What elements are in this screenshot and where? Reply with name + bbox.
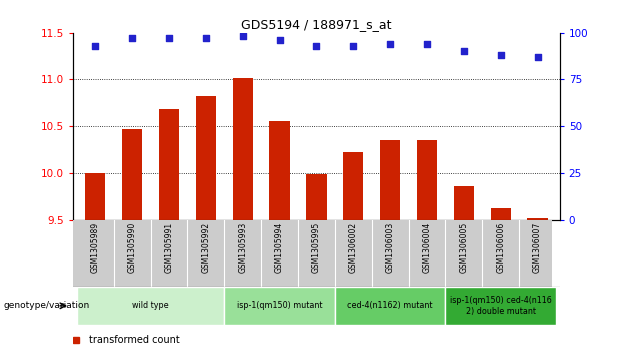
Point: [385, 41, 395, 47]
Bar: [343, 152, 363, 220]
Point: [201, 35, 211, 41]
Point: [238, 33, 248, 39]
Text: GSM1306007: GSM1306007: [533, 222, 542, 273]
Title: GDS5194 / 188971_s_at: GDS5194 / 188971_s_at: [241, 19, 392, 32]
Bar: [159, 109, 179, 220]
Text: GSM1305994: GSM1305994: [275, 222, 284, 273]
Text: GSM1306003: GSM1306003: [385, 222, 394, 273]
Bar: [445, 287, 556, 325]
Bar: [380, 140, 400, 220]
Text: GSM1305991: GSM1305991: [165, 222, 174, 273]
Bar: [122, 129, 142, 220]
Point: [164, 35, 174, 41]
Bar: [527, 218, 548, 220]
Bar: [77, 287, 225, 325]
Bar: [417, 140, 437, 220]
Text: isp-1(qm150) ced-4(n116
2) double mutant: isp-1(qm150) ced-4(n116 2) double mutant: [450, 296, 551, 315]
Point: [422, 41, 432, 47]
Point: [312, 43, 321, 49]
Point: [90, 43, 100, 49]
Text: GSM1305995: GSM1305995: [312, 222, 321, 273]
Bar: [225, 287, 335, 325]
Point: [495, 52, 506, 58]
Bar: [307, 174, 326, 220]
Bar: [233, 78, 253, 220]
Text: transformed count: transformed count: [88, 335, 179, 345]
Bar: [196, 96, 216, 220]
Bar: [490, 208, 511, 220]
Text: ced-4(n1162) mutant: ced-4(n1162) mutant: [347, 301, 433, 310]
Text: GSM1306005: GSM1306005: [459, 222, 468, 273]
Point: [532, 54, 543, 60]
Text: isp-1(qm150) mutant: isp-1(qm150) mutant: [237, 301, 322, 310]
Text: GSM1306004: GSM1306004: [422, 222, 431, 273]
Text: GSM1305990: GSM1305990: [128, 222, 137, 273]
Bar: [85, 173, 106, 220]
Bar: [270, 121, 289, 220]
Text: GSM1305993: GSM1305993: [238, 222, 247, 273]
Point: [275, 37, 285, 43]
Text: GSM1305989: GSM1305989: [91, 222, 100, 273]
Text: GSM1305992: GSM1305992: [202, 222, 211, 273]
Text: GSM1306002: GSM1306002: [349, 222, 358, 273]
Point: [459, 49, 469, 54]
Text: GSM1306006: GSM1306006: [496, 222, 505, 273]
Point: [348, 43, 358, 49]
Bar: [453, 186, 474, 220]
Text: genotype/variation: genotype/variation: [3, 301, 90, 310]
Point: [127, 35, 137, 41]
Text: wild type: wild type: [132, 301, 169, 310]
Bar: [335, 287, 445, 325]
